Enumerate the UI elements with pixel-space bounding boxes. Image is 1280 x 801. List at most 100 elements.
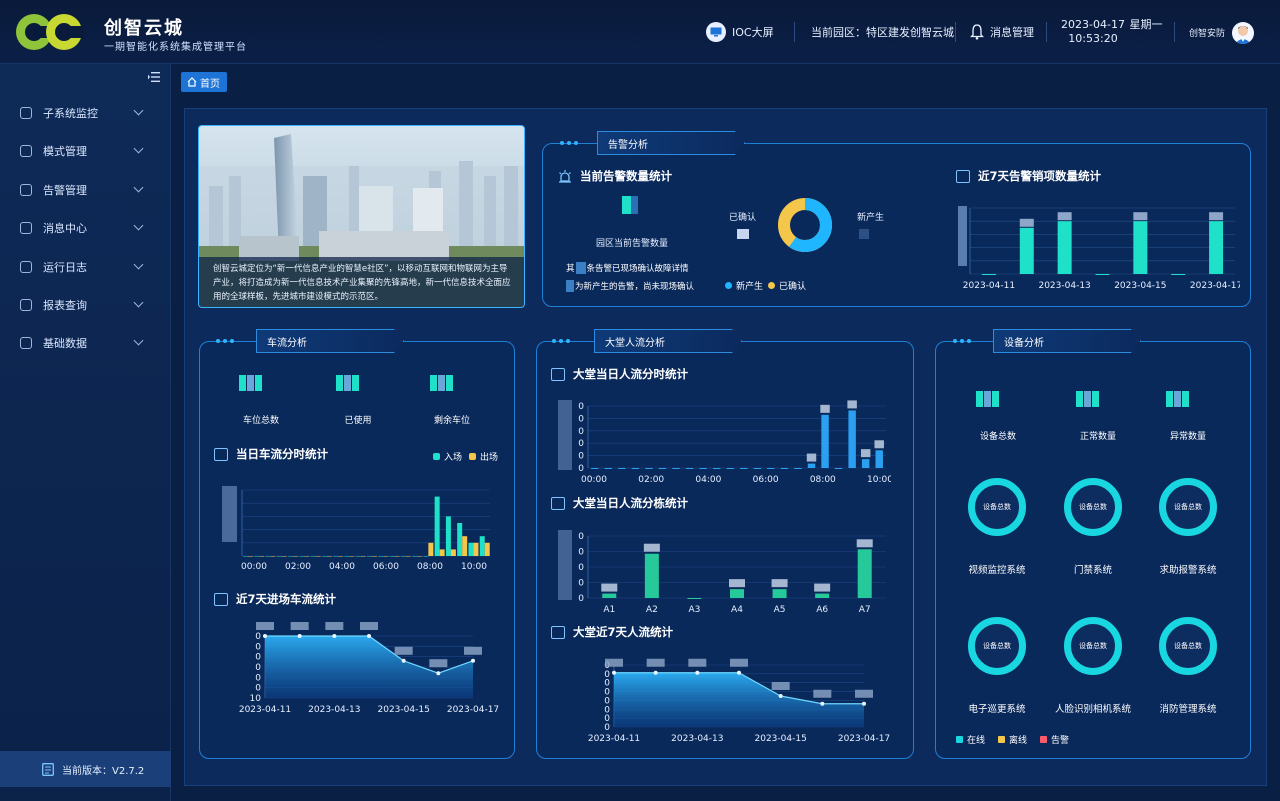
chevron-down-icon bbox=[133, 335, 144, 346]
alarm-icon bbox=[20, 184, 32, 196]
ring-center-label: 设备总数 bbox=[983, 503, 1011, 511]
alarm-bar bbox=[1133, 221, 1148, 274]
sidebar bbox=[0, 64, 171, 801]
device-legend-offline: 离线 bbox=[998, 733, 1027, 746]
sidebar-item-6[interactable]: 基础数据 bbox=[0, 324, 171, 362]
time-text: 10:53:20 bbox=[1068, 32, 1118, 45]
traffic-out-bar bbox=[304, 556, 310, 557]
traffic-out-bar bbox=[405, 556, 411, 557]
alarm-current-title-text: 当前告警数量统计 bbox=[580, 169, 672, 183]
device-ring-chart: 设备总数 bbox=[968, 617, 1026, 675]
monitor-icon bbox=[20, 107, 32, 119]
traffic-week-data-label bbox=[394, 646, 413, 655]
y-axis-tick-labels bbox=[558, 400, 572, 470]
traffic-out-bar bbox=[383, 556, 389, 557]
lobby-building-bar bbox=[644, 553, 659, 598]
display-icon bbox=[20, 145, 32, 157]
alarm-bar-label bbox=[1209, 212, 1224, 221]
ioc-screen-button[interactable]: IOC大屏 bbox=[706, 0, 774, 64]
traffic-today-chart: 00:00 02:00 04:00 06:00 08:00 10:00 bbox=[222, 486, 490, 572]
sidebar-item-3[interactable]: 消息中心 bbox=[0, 209, 171, 247]
chevron-down-icon bbox=[133, 143, 144, 154]
x-tick-label: 02:00 bbox=[638, 475, 664, 485]
lobby-building-bar-label bbox=[856, 539, 873, 548]
x-tick-label: 04:00 bbox=[695, 475, 721, 485]
traffic-out-bar bbox=[450, 549, 456, 556]
lobby-week-data-label bbox=[730, 658, 748, 667]
traffic-out-bar bbox=[349, 556, 355, 557]
x-tick-label: 2023-04-13 bbox=[671, 734, 723, 744]
device-stat-label: 异常数量 bbox=[1169, 432, 1206, 442]
traffic-out-bar bbox=[394, 556, 400, 557]
city-skyline-image bbox=[199, 126, 524, 307]
traffic-legend-in: 入场 bbox=[433, 450, 462, 463]
traffic-in-bar bbox=[423, 556, 429, 557]
traffic-out-bar bbox=[326, 556, 332, 557]
sidebar-item-0[interactable]: 子系统监控 bbox=[0, 94, 171, 132]
tab-home[interactable]: 首页 bbox=[181, 72, 227, 92]
sidebar-item-1[interactable]: 模式管理 bbox=[0, 132, 171, 170]
panel-dots bbox=[216, 339, 234, 343]
x-tick-label: 2023-04-11 bbox=[239, 705, 291, 715]
home-icon bbox=[187, 77, 197, 87]
y-tick-label: 0 bbox=[604, 679, 610, 689]
x-tick-label: 2023-04-13 bbox=[308, 705, 360, 715]
calendar-icon bbox=[956, 169, 970, 183]
user-name[interactable]: 创智安防 bbox=[1189, 28, 1226, 39]
lobby-hourly-bar bbox=[604, 468, 613, 469]
traffic-week-data-label bbox=[325, 622, 344, 630]
y-tick-label: 0 bbox=[578, 427, 584, 437]
ring-center-label: 设备总数 bbox=[983, 642, 1011, 650]
y-tick-label: 0 bbox=[255, 663, 261, 673]
alarm-bar bbox=[1095, 274, 1110, 275]
traffic-in-bar bbox=[254, 556, 260, 557]
sidebar-item-2[interactable]: 告警管理 bbox=[0, 171, 171, 209]
alarm-week-title: 近7天告警销项数量统计 bbox=[956, 168, 1101, 184]
divider bbox=[794, 22, 795, 42]
device-system-label: 门禁系统 bbox=[1073, 565, 1112, 576]
traffic-week-data-label bbox=[429, 659, 448, 668]
version-icon bbox=[42, 762, 54, 776]
y-tick-label: 0 bbox=[604, 705, 610, 715]
chevron-down-icon bbox=[133, 105, 144, 116]
traffic-today-title-text: 当日车流分时统计 bbox=[236, 447, 328, 461]
lobby-building-bar bbox=[687, 598, 702, 599]
sidebar-item-5[interactable]: 报表查询 bbox=[0, 286, 171, 324]
device-stat-label: 正常数量 bbox=[1079, 432, 1116, 442]
park-selector[interactable]: 当前园区：特区建发创智云城 bbox=[811, 0, 954, 64]
lobby-week-point bbox=[862, 701, 866, 706]
x-tick-label: A7 bbox=[859, 605, 871, 615]
x-tick-label: 2023-04-17 bbox=[447, 705, 499, 715]
alarm-bar bbox=[1209, 221, 1224, 274]
version-text: 当前版本：V2.7.2 bbox=[62, 765, 145, 777]
lobby-hourly-bar bbox=[780, 468, 789, 469]
donut-confirmed-value bbox=[737, 229, 749, 239]
y-tick-label: 0 bbox=[255, 653, 261, 663]
traffic-in-bar bbox=[276, 556, 282, 557]
alarm-note-1-pre: 其 bbox=[566, 264, 575, 274]
x-tick-label: A5 bbox=[774, 605, 786, 615]
lobby-hourly-bar bbox=[821, 414, 829, 468]
traffic-out-bar bbox=[360, 556, 366, 557]
y-tick-label: 0 bbox=[604, 688, 610, 698]
lobby-week-data-label bbox=[855, 689, 873, 698]
traffic-week-title-text: 近7天进场车流统计 bbox=[236, 592, 337, 606]
sidebar-item-4[interactable]: 运行日志 bbox=[0, 248, 171, 286]
lobby-hourly-bar bbox=[807, 463, 816, 468]
x-tick-label: 04:00 bbox=[329, 562, 355, 572]
avatar[interactable] bbox=[1232, 22, 1254, 44]
brand-logo-icon bbox=[16, 14, 84, 50]
alarm-note-1-post: 条告警已现场确认故障详情 bbox=[586, 264, 689, 274]
traffic-out-bar bbox=[293, 556, 299, 557]
y-tick-label: 0 bbox=[578, 563, 584, 573]
menu-collapse-icon[interactable] bbox=[148, 72, 160, 82]
lobby-panel-title: 大堂人流分析 bbox=[594, 329, 742, 353]
y-axis-tick-labels bbox=[222, 486, 237, 542]
lobby-hourly-bar bbox=[794, 468, 802, 469]
messages-button[interactable]: 消息管理 bbox=[970, 0, 1034, 64]
x-tick-label: 00:00 bbox=[241, 562, 267, 572]
x-tick-label: 2023-04-11 bbox=[588, 734, 640, 744]
lobby-building-bar-label bbox=[771, 579, 788, 588]
traffic-out-bar bbox=[428, 542, 434, 556]
traffic-in-bar bbox=[445, 516, 451, 556]
